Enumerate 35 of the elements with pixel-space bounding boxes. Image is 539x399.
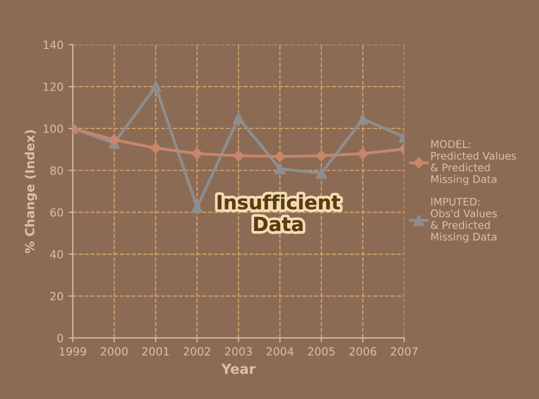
point (316, 150, 327, 162)
x-axis-title: Year (221, 364, 256, 374)
point (232, 150, 244, 162)
point (192, 202, 203, 213)
point (150, 81, 162, 92)
x-tick-label: 2006 (349, 347, 376, 356)
point (316, 168, 327, 179)
point (357, 148, 368, 160)
point (191, 148, 203, 160)
x-tick-label: 1999 (60, 347, 86, 356)
y-tick-label: 120 (44, 82, 63, 91)
x-tick-label: 2000 (100, 347, 128, 356)
x-tick-label: 2001 (142, 347, 169, 356)
legend-label: MODEL: Predicted Values & Predicted Missing Data (430, 140, 516, 186)
x-tick-label: 2005 (308, 347, 335, 356)
y-axis-title: % Change (Index) (24, 130, 37, 254)
x-tick-label: 2003 (225, 347, 252, 356)
y-tick-label: 100 (44, 124, 63, 133)
point (232, 112, 244, 124)
x-tick-label: 2002 (184, 347, 210, 356)
y-tick-label: 0 (57, 334, 63, 342)
y-tick-label: 60 (50, 208, 63, 217)
legend-label: IMPUTED: Obs'd Values & Predicted Missing Data (430, 198, 497, 243)
y-tick-label: 20 (50, 292, 63, 300)
y-tick-label: 80 (50, 166, 63, 175)
point (274, 163, 286, 174)
point (108, 134, 120, 146)
point (274, 150, 286, 162)
point (357, 113, 368, 125)
x-tick-label: 2007 (390, 347, 418, 356)
x-tick-label: 2004 (266, 347, 294, 356)
point (150, 142, 162, 154)
annotation: Insufficient Data (218, 194, 340, 232)
y-tick-label: 40 (50, 250, 63, 259)
y-tick-label: 140 (44, 40, 63, 50)
